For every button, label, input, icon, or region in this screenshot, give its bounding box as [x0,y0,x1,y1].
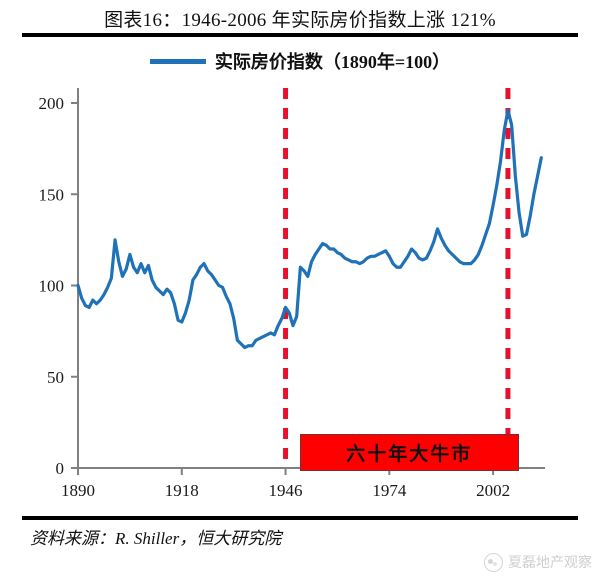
annotation-box-bull-market: 六十年大牛市 [299,434,519,471]
page-title: 图表16：1946-2006 年实际房价指数上涨 121% [104,9,496,31]
x-tick-label: 1946 [269,481,303,500]
watermark: 夏磊地产观察 [484,552,592,572]
footer-divider-rule [22,516,578,520]
x-tick-label: 1918 [165,481,199,500]
y-tick-label: 50 [47,368,64,387]
chart-legend: 实际房价指数（1890年=100） [0,44,600,78]
y-tick-label: 200 [39,94,65,113]
series-line-real-home-price-index [76,108,543,350]
source-note: 资料来源：R. Shiller，恒大研究院 [30,529,282,548]
y-tick-label: 150 [39,185,65,204]
x-axis-tick-labels: 1890 1918 1946 1974 2002 [61,481,510,500]
line-chart-svg: 0 50 100 150 200 1890 1918 1946 1974 2002 [39,88,545,500]
y-tick-label: 100 [39,277,65,296]
title-divider-rule [22,33,578,37]
annotation-box-label: 六十年大牛市 [346,444,473,465]
chart-plot-area: 0 50 100 150 200 1890 1918 1946 1974 2002 六十年大牛市 [0,80,600,510]
figure-title-row: 图表16：1946-2006 年实际房价指数上涨 121% [0,0,600,36]
x-tick-label: 2002 [476,481,510,500]
watermark-label: 夏磊地产观察 [508,556,592,571]
paw-circle-icon [484,552,503,572]
legend-entry-label: 实际房价指数（1890年=100） [214,52,451,72]
legend-line-swatch [149,58,206,64]
y-axis-tick-labels: 0 50 100 150 200 [39,94,65,478]
x-tick-label: 1890 [61,481,95,500]
x-tick-label: 1974 [372,481,407,500]
y-tick-label: 0 [56,459,65,478]
